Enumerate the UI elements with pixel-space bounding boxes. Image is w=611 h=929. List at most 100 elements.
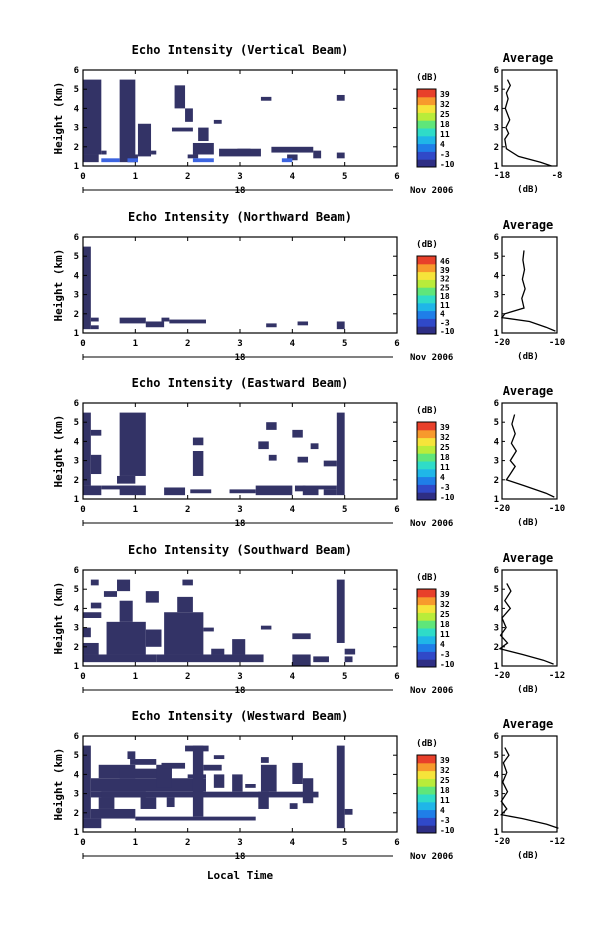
colorbar-tick-label: 18 (440, 620, 450, 629)
colorbar-swatch (417, 620, 436, 629)
y-tick-label: 6 (74, 66, 79, 76)
average-title: Average (503, 51, 554, 65)
day-label: 18 (235, 686, 246, 696)
heatmap-cell (101, 485, 136, 490)
y-tick-label: 2 (74, 310, 79, 320)
heatmap-cell (119, 317, 146, 324)
heatmap-cell (313, 150, 322, 159)
y-tick-label: 3 (74, 790, 79, 800)
average-profile-line (498, 583, 554, 665)
heatmap-cell (117, 579, 131, 592)
avg-y-tick-label: 4 (494, 437, 500, 447)
date-label: Nov 2006 (410, 519, 453, 529)
heatmap-cell (260, 757, 269, 763)
colorbar-swatch (417, 445, 436, 454)
y-tick-label: 4 (74, 770, 80, 780)
heatmap-cell (140, 797, 157, 809)
colorbar-swatch (417, 817, 436, 826)
heatmap-cell (336, 321, 345, 330)
colorbar-tick-label: 25 (440, 443, 450, 452)
x-tick-label: 1 (133, 838, 138, 848)
x-tick-label: 5 (342, 339, 347, 349)
colorbar-tick-label: 32 (440, 766, 450, 775)
colorbar-tick-label: 18 (440, 292, 450, 301)
colorbar-tick-label: 11 (440, 130, 450, 139)
x-axis-label: Local Time (207, 869, 274, 882)
heatmap-cell (90, 602, 102, 609)
heatmap-cell (213, 119, 222, 124)
colorbar-swatch (417, 755, 436, 764)
colorbar-tick-label: 25 (440, 283, 450, 292)
colorbar-swatch (417, 310, 436, 319)
y-tick-label: 1 (74, 329, 79, 339)
panel-title: Echo Intensity (Eastward Beam) (132, 376, 349, 390)
avg-y-tick-label: 2 (494, 476, 499, 486)
heatmap-cell (83, 642, 99, 655)
heatmap-cell (177, 596, 193, 613)
x-tick-label: 0 (80, 672, 85, 682)
average-title: Average (503, 218, 554, 232)
x-tick-label: 0 (80, 339, 85, 349)
avg-y-tick-label: 2 (494, 643, 499, 653)
x-tick-label: 5 (342, 672, 347, 682)
heatmap-cell (182, 579, 193, 586)
avg-y-tick-label: 1 (494, 828, 499, 838)
heatmap-cell (232, 639, 246, 655)
day-label: 18 (235, 852, 246, 862)
colorbar-tick-label: 32 (440, 275, 450, 284)
heatmap-cell (198, 127, 209, 142)
colorbar-tick-label: 11 (440, 796, 450, 805)
avg-x-tick-label: -10 (549, 338, 565, 348)
heatmap-cell (156, 654, 264, 663)
colorbar-swatch (417, 318, 436, 327)
x-tick-label: 2 (185, 339, 190, 349)
heatmap-cell (232, 774, 243, 792)
average-title: Average (503, 384, 554, 398)
heatmap-cell (90, 325, 99, 330)
average-frame (501, 735, 558, 833)
heatmap-cell (119, 412, 146, 476)
colorbar-swatch (417, 786, 436, 795)
colorbar-swatch (417, 89, 436, 98)
date-label: Nov 2006 (410, 353, 453, 363)
avg-y-tick-label: 2 (494, 310, 499, 320)
heatmap-cell (336, 94, 345, 101)
x-tick-label: 3 (237, 172, 242, 182)
avg-y-tick-label: 5 (494, 585, 499, 595)
x-tick-label: 2 (185, 505, 190, 515)
colorbar-swatch (417, 437, 436, 446)
heatmap-cell (164, 487, 186, 496)
colorbar-tick-label: 11 (440, 301, 450, 310)
colorbar-swatch (417, 651, 436, 660)
colorbar-swatch (417, 794, 436, 803)
avg-y-tick-label: 5 (494, 751, 499, 761)
y-tick-label: 4 (74, 271, 80, 281)
heatmap-cell (245, 784, 256, 788)
heatmap-cell (192, 451, 204, 476)
colorbar-tick-label: 39 (440, 756, 450, 765)
avg-y-tick-label: 6 (494, 233, 499, 243)
colorbar-swatch (417, 762, 436, 772)
panel-title: Echo Intensity (Westward Beam) (132, 709, 349, 723)
colorbar-tick-label: 4 (440, 310, 445, 319)
heatmap-cell (297, 456, 309, 463)
heatmap-cell (164, 612, 204, 655)
avg-x-tick-label: -20 (494, 671, 510, 681)
heatmap-cell (237, 148, 251, 155)
colorbar-swatch (417, 135, 436, 145)
heatmap-cells (83, 745, 353, 829)
panel-title: Echo Intensity (Southward Beam) (128, 543, 352, 557)
y-tick-label: 1 (74, 162, 79, 172)
date-label: Nov 2006 (410, 186, 453, 196)
heatmap-cell (137, 123, 152, 157)
heatmap-cell (83, 412, 91, 486)
x-tick-label: 6 (394, 339, 399, 349)
colorbar-tick-label: 18 (440, 453, 450, 462)
colorbar-tick-label: -3 (440, 483, 450, 492)
x-tick-label: 4 (290, 838, 296, 848)
heatmap-cell (287, 154, 298, 161)
heatmap-cell (266, 422, 277, 430)
heatmap-cell (145, 629, 162, 647)
heatmap-cell (83, 485, 102, 496)
